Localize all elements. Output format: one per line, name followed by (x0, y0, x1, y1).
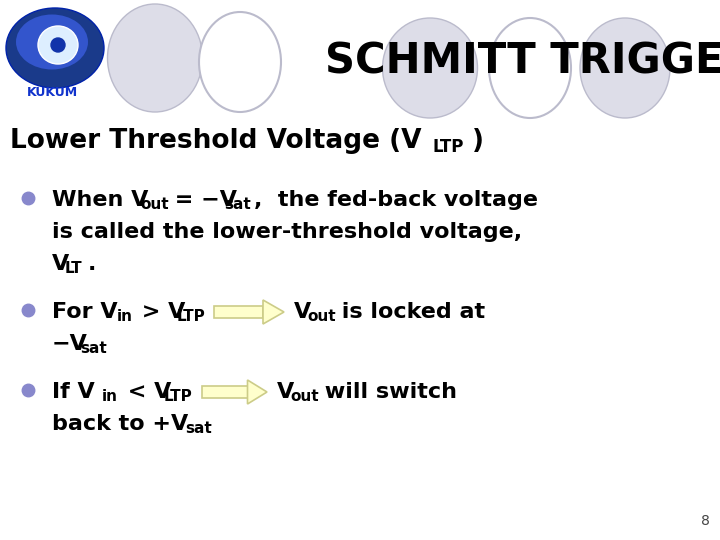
Text: ,  the fed-back voltage: , the fed-back voltage (254, 190, 538, 210)
Ellipse shape (38, 26, 78, 64)
Text: V: V (294, 302, 311, 322)
Text: V: V (52, 254, 69, 274)
Text: in: in (117, 309, 133, 324)
Text: = −V: = −V (167, 190, 237, 210)
FancyBboxPatch shape (202, 386, 248, 399)
Ellipse shape (199, 12, 281, 112)
Text: For V: For V (52, 302, 117, 322)
Text: sat: sat (185, 421, 212, 436)
Text: ): ) (472, 128, 484, 154)
FancyBboxPatch shape (214, 306, 263, 319)
Ellipse shape (16, 15, 88, 70)
Text: LTP: LTP (432, 138, 464, 156)
Text: in: in (102, 389, 118, 404)
Text: sat: sat (224, 197, 251, 212)
Text: < V: < V (120, 382, 171, 402)
Polygon shape (248, 380, 267, 404)
Text: KUKUM: KUKUM (27, 85, 78, 98)
Text: LTP: LTP (177, 309, 206, 324)
Text: LT: LT (65, 261, 83, 276)
Ellipse shape (382, 18, 477, 118)
Text: LTP: LTP (164, 389, 193, 404)
Text: V: V (277, 382, 294, 402)
Text: out: out (307, 309, 336, 324)
Text: is locked at: is locked at (334, 302, 485, 322)
Text: out: out (290, 389, 319, 404)
Ellipse shape (580, 18, 670, 118)
Text: When V: When V (52, 190, 148, 210)
Ellipse shape (489, 18, 571, 118)
Text: sat: sat (80, 341, 107, 356)
Text: out: out (140, 197, 168, 212)
Circle shape (51, 38, 65, 52)
Text: 8: 8 (701, 514, 710, 528)
Text: back to +V: back to +V (52, 414, 188, 434)
Ellipse shape (6, 8, 104, 88)
Text: If V: If V (52, 382, 95, 402)
Text: will switch: will switch (317, 382, 457, 402)
Text: SCHMITT TRIGGER: SCHMITT TRIGGER (325, 40, 720, 82)
Text: > V: > V (134, 302, 185, 322)
Text: is called the lower-threshold voltage,: is called the lower-threshold voltage, (52, 222, 522, 242)
Text: Lower Threshold Voltage (V: Lower Threshold Voltage (V (10, 128, 421, 154)
Ellipse shape (107, 4, 202, 112)
Polygon shape (263, 300, 284, 324)
Text: −V: −V (52, 334, 88, 354)
Text: .: . (88, 254, 96, 274)
